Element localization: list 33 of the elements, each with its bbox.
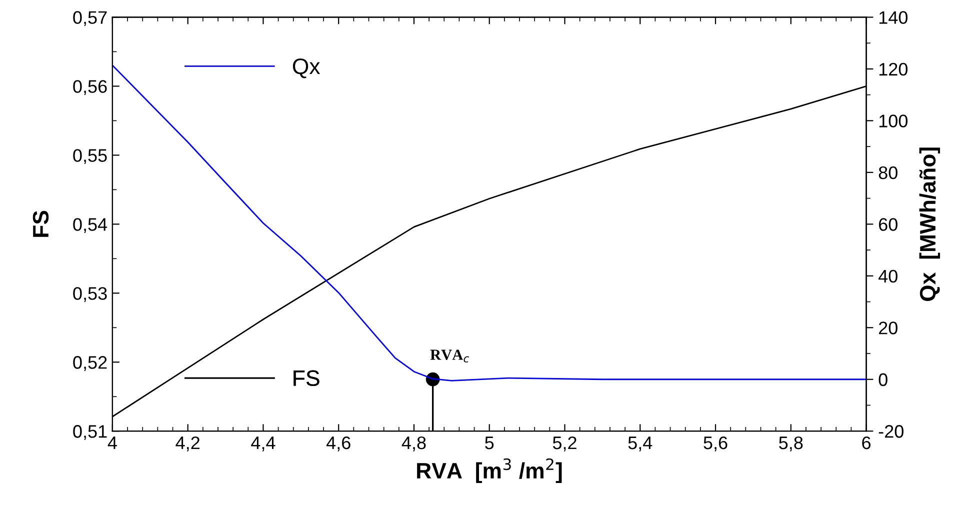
- x-tick-label: 4,8: [402, 436, 426, 452]
- y-tick-label: 0,51: [73, 425, 107, 440]
- legend-label: Qx: [292, 58, 320, 78]
- y2-tick-label: 100: [879, 114, 908, 128]
- y-tick-label: 0,57: [73, 11, 107, 26]
- y2-tick-label: 140: [879, 11, 908, 24]
- y-tick-label: 0,56: [73, 80, 107, 96]
- y2-tick-label: 0: [878, 373, 888, 386]
- x-tick-label: 4,6: [326, 436, 350, 452]
- y2-tick-label: 40: [878, 270, 898, 283]
- x-tick-label: 4: [108, 436, 117, 450]
- y-tick-label: 0,55: [73, 149, 107, 164]
- y2-tick-label: 20: [878, 322, 898, 334]
- x-tick-label: 4,2: [176, 436, 200, 452]
- y2-tick-label: 80: [878, 166, 898, 180]
- y-tick-label: 0,52: [73, 356, 107, 371]
- x-tick-label: 5,6: [704, 436, 728, 452]
- x-tick-label: 5: [485, 436, 494, 450]
- x-tick-label: 5,4: [628, 436, 652, 452]
- y2-tick-label: 60: [879, 218, 898, 231]
- annotation: RVA$_{c}$: [430, 350, 470, 362]
- y-tick-label: 0,53: [73, 287, 107, 302]
- y2-tick-label: -20: [878, 425, 904, 438]
- y-axis-title: FS: [32, 210, 49, 237]
- y2-axis-title: Qx [MWh/año]: [919, 148, 940, 302]
- y-tick-label: 0,54: [73, 218, 108, 234]
- legend-label: FS: [294, 370, 320, 386]
- x-tick-label: 6: [862, 436, 871, 450]
- x-tick-label: 4,4: [251, 436, 276, 452]
- x-tick-label: 5,2: [552, 436, 576, 452]
- x-axis-title: RVA [m$^{3}$ /m$^{2}$]: [417, 458, 562, 484]
- x-tick-label: 5,8: [779, 436, 803, 452]
- y2-tick-label: 120: [879, 62, 908, 76]
